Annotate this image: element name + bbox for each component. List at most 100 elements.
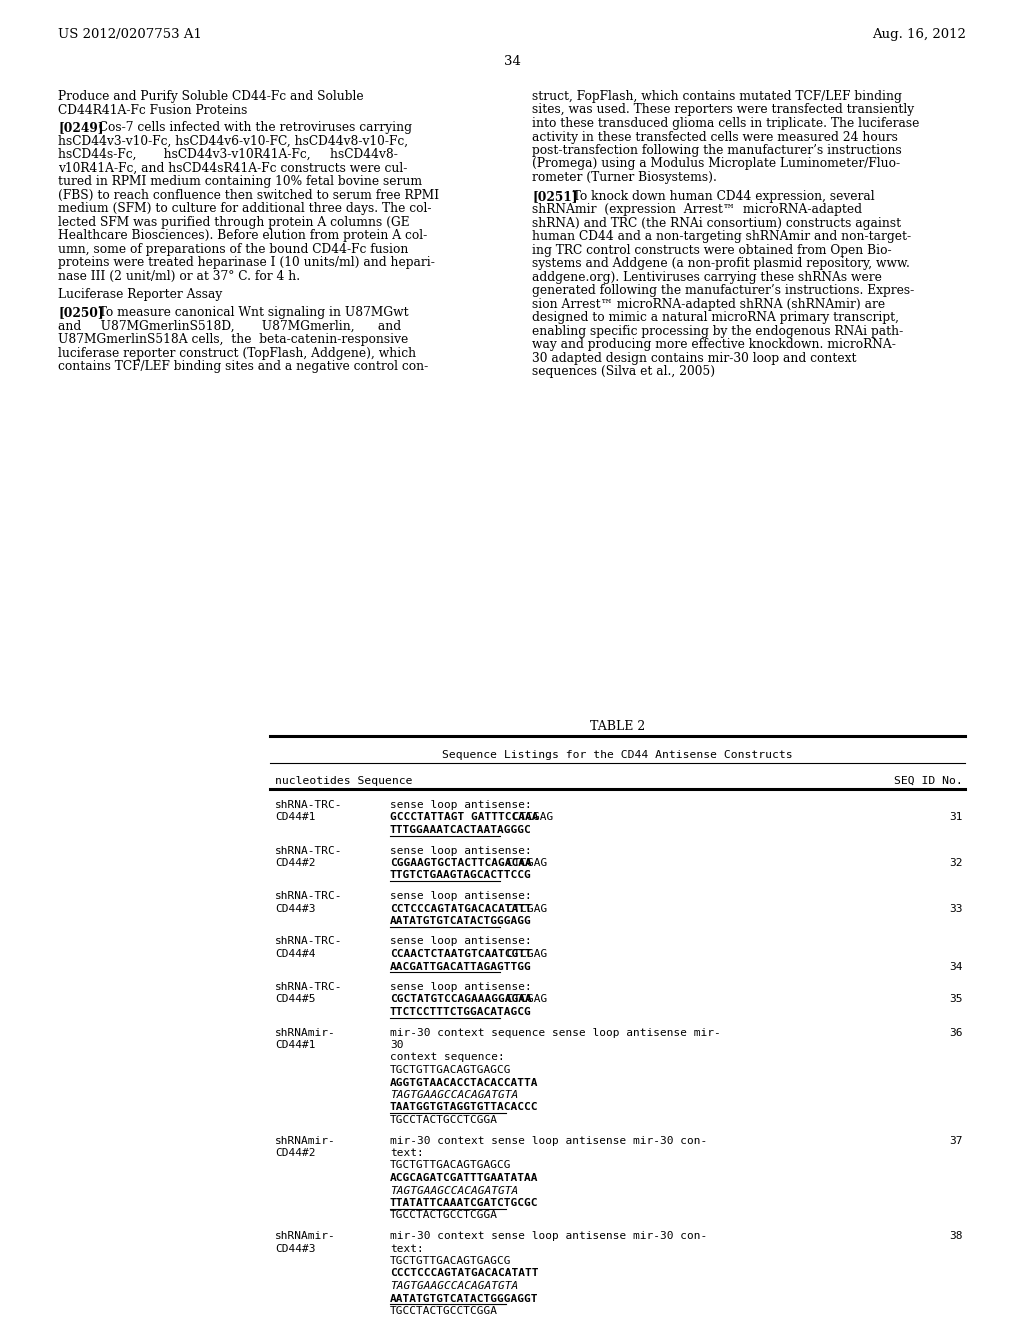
- Text: CCTCCCAGTATGACACATATT: CCTCCCAGTATGACACATATT: [390, 903, 531, 913]
- Text: Healthcare Biosciences). Before elution from protein A col-: Healthcare Biosciences). Before elution …: [58, 230, 427, 242]
- Text: contains TCF/LEF binding sites and a negative control con-: contains TCF/LEF binding sites and a neg…: [58, 360, 428, 374]
- Text: sion Arrest™ microRNA-adapted shRNA (shRNAmir) are: sion Arrest™ microRNA-adapted shRNA (shR…: [532, 298, 885, 312]
- Text: CGCTATGTCCAGAAAGGAGAA: CGCTATGTCCAGAAAGGAGAA: [390, 994, 531, 1005]
- Text: shRNA-TRC-: shRNA-TRC-: [275, 936, 342, 946]
- Text: CD44#2: CD44#2: [275, 858, 315, 869]
- Text: mir-30 context sequence sense loop antisense mir-: mir-30 context sequence sense loop antis…: [390, 1027, 721, 1038]
- Text: To measure canonical Wnt signaling in U87MGwt: To measure canonical Wnt signaling in U8…: [91, 306, 409, 319]
- Text: umn, some of preparations of the bound CD44-Fc fusion: umn, some of preparations of the bound C…: [58, 243, 409, 256]
- Text: and     U87MGmerlinS518D,       U87MGmerlin,      and: and U87MGmerlinS518D, U87MGmerlin, and: [58, 319, 401, 333]
- Text: Produce and Purify Soluble CD44-Fc and Soluble: Produce and Purify Soluble CD44-Fc and S…: [58, 90, 364, 103]
- Text: hsCD44v3-v10-Fc, hsCD44v6-v10-FC, hsCD44v8-v10-Fc,: hsCD44v3-v10-Fc, hsCD44v6-v10-FC, hsCD44…: [58, 135, 409, 148]
- Text: TGCTGTTGACAGTGAGCG: TGCTGTTGACAGTGAGCG: [390, 1065, 512, 1074]
- Text: CD44#3: CD44#3: [275, 903, 315, 913]
- Text: TGCTGTTGACAGTGAGCG: TGCTGTTGACAGTGAGCG: [390, 1257, 512, 1266]
- Text: rometer (Turner Biosystems).: rometer (Turner Biosystems).: [532, 172, 717, 183]
- Text: CCAACTCTAATGTCAATCGTT: CCAACTCTAATGTCAATCGTT: [390, 949, 531, 960]
- Text: shRNA-TRC-: shRNA-TRC-: [275, 982, 342, 993]
- Text: shRNA-TRC-: shRNA-TRC-: [275, 800, 342, 810]
- Text: Sequence Listings for the CD44 Antisense Constructs: Sequence Listings for the CD44 Antisense…: [442, 750, 793, 760]
- Text: AACGATTGACATTAGAGTTGG: AACGATTGACATTAGAGTTGG: [390, 961, 531, 972]
- Text: AATATGTGTCATACTGGGAGG: AATATGTGTCATACTGGGAGG: [390, 916, 531, 927]
- Text: way and producing more effective knockdown. microRNA-: way and producing more effective knockdo…: [532, 338, 896, 351]
- Text: CTCGAG: CTCGAG: [501, 903, 548, 913]
- Text: ACGCAGATCGATTTGAATATAA: ACGCAGATCGATTTGAATATAA: [390, 1173, 539, 1183]
- Text: TAATGGTGTAGGTGTTACACCC: TAATGGTGTAGGTGTTACACCC: [390, 1102, 539, 1113]
- Text: CD44#1: CD44#1: [275, 1040, 315, 1049]
- Text: US 2012/0207753 A1: US 2012/0207753 A1: [58, 28, 202, 41]
- Text: sense loop antisense:: sense loop antisense:: [390, 846, 531, 855]
- Text: shRNA-TRC-: shRNA-TRC-: [275, 846, 342, 855]
- Text: shRNAmir-: shRNAmir-: [275, 1232, 336, 1241]
- Text: addgene.org). Lentiviruses carrying these shRNAs were: addgene.org). Lentiviruses carrying thes…: [532, 271, 882, 284]
- Text: TAGTGAAGCCACAGATGTA: TAGTGAAGCCACAGATGTA: [390, 1280, 518, 1291]
- Text: generated following the manufacturer’s instructions. Expres-: generated following the manufacturer’s i…: [532, 284, 914, 297]
- Text: CTCGAG: CTCGAG: [501, 949, 548, 960]
- Text: sites, was used. These reporters were transfected transiently: sites, was used. These reporters were tr…: [532, 103, 914, 116]
- Text: 33: 33: [949, 903, 963, 913]
- Text: Aug. 16, 2012: Aug. 16, 2012: [872, 28, 966, 41]
- Text: shRNAmir  (expression  Arrest™  microRNA-adapted: shRNAmir (expression Arrest™ microRNA-ad…: [532, 203, 862, 216]
- Text: CTCGAG: CTCGAG: [501, 994, 548, 1005]
- Text: enabling specific processing by the endogenous RNAi path-: enabling specific processing by the endo…: [532, 325, 903, 338]
- Text: (FBS) to reach confluence then switched to serum free RPMI: (FBS) to reach confluence then switched …: [58, 189, 439, 202]
- Text: TABLE 2: TABLE 2: [590, 719, 645, 733]
- Text: CGGAAGTGCTACTTCAGACAA: CGGAAGTGCTACTTCAGACAA: [390, 858, 531, 869]
- Text: shRNA-TRC-: shRNA-TRC-: [275, 891, 342, 902]
- Text: [0251]: [0251]: [532, 190, 578, 203]
- Text: [0250]: [0250]: [58, 306, 103, 319]
- Text: 34: 34: [504, 55, 520, 69]
- Text: sequences (Silva et al., 2005): sequences (Silva et al., 2005): [532, 366, 715, 379]
- Text: TTATATTCAAATCGATCTGCGC: TTATATTCAAATCGATCTGCGC: [390, 1199, 539, 1208]
- Text: post-transfection following the manufacturer’s instructions: post-transfection following the manufact…: [532, 144, 902, 157]
- Text: 31: 31: [949, 813, 963, 822]
- Text: mir-30 context sense loop antisense mir-30 con-: mir-30 context sense loop antisense mir-…: [390, 1232, 708, 1241]
- Text: 30: 30: [390, 1040, 403, 1049]
- Text: sense loop antisense:: sense loop antisense:: [390, 936, 531, 946]
- Text: TAGTGAAGCCACAGATGTA: TAGTGAAGCCACAGATGTA: [390, 1185, 518, 1196]
- Text: into these transduced glioma cells in triplicate. The luciferase: into these transduced glioma cells in tr…: [532, 117, 920, 129]
- Text: lected SFM was purified through protein A columns (GE: lected SFM was purified through protein …: [58, 215, 410, 228]
- Text: (Promega) using a Modulus Microplate Luminometer/Fluo-: (Promega) using a Modulus Microplate Lum…: [532, 157, 900, 170]
- Text: AATATGTGTCATACTGGGAGGT: AATATGTGTCATACTGGGAGGT: [390, 1294, 539, 1304]
- Text: 34: 34: [949, 961, 963, 972]
- Text: CD44R41A-Fc Fusion Proteins: CD44R41A-Fc Fusion Proteins: [58, 103, 248, 116]
- Text: 38: 38: [949, 1232, 963, 1241]
- Text: tured in RPMI medium containing 10% fetal bovine serum: tured in RPMI medium containing 10% feta…: [58, 176, 422, 187]
- Text: CD44#1: CD44#1: [275, 813, 315, 822]
- Text: CD44#3: CD44#3: [275, 1243, 315, 1254]
- Text: 35: 35: [949, 994, 963, 1005]
- Text: TTTGGAAATCACTAATAGGGC: TTTGGAAATCACTAATAGGGC: [390, 825, 531, 836]
- Text: TGCCTACTGCCTCGGA: TGCCTACTGCCTCGGA: [390, 1115, 498, 1125]
- Text: human CD44 and a non-targeting shRNAmir and non-target-: human CD44 and a non-targeting shRNAmir …: [532, 231, 911, 243]
- Text: CTCGAG: CTCGAG: [501, 858, 548, 869]
- Text: ing TRC control constructs were obtained from Open Bio-: ing TRC control constructs were obtained…: [532, 244, 892, 257]
- Text: U87MGmerlinS518A cells,  the  beta-catenin-responsive: U87MGmerlinS518A cells, the beta-catenin…: [58, 333, 409, 346]
- Text: nase III (2 unit/ml) or at 37° C. for 4 h.: nase III (2 unit/ml) or at 37° C. for 4 …: [58, 269, 300, 282]
- Text: [0249]: [0249]: [58, 121, 103, 135]
- Text: sense loop antisense:: sense loop antisense:: [390, 982, 531, 993]
- Text: TTCTCCTTTCTGGACATAGCG: TTCTCCTTTCTGGACATAGCG: [390, 1007, 531, 1016]
- Text: 37: 37: [949, 1135, 963, 1146]
- Text: context sequence:: context sequence:: [390, 1052, 505, 1063]
- Text: CTCGAG: CTCGAG: [506, 813, 553, 822]
- Text: systems and Addgene (a non-profit plasmid repository, www.: systems and Addgene (a non-profit plasmi…: [532, 257, 910, 271]
- Text: To knock down human CD44 expression, several: To knock down human CD44 expression, sev…: [565, 190, 874, 203]
- Text: designed to mimic a natural microRNA primary transcript,: designed to mimic a natural microRNA pri…: [532, 312, 899, 325]
- Text: CD44#2: CD44#2: [275, 1148, 315, 1158]
- Text: proteins were treated heparinase I (10 units/ml) and hepari-: proteins were treated heparinase I (10 u…: [58, 256, 435, 269]
- Text: Luciferase Reporter Assay: Luciferase Reporter Assay: [58, 289, 222, 301]
- Text: shRNAmir-: shRNAmir-: [275, 1027, 336, 1038]
- Text: sense loop antisense:: sense loop antisense:: [390, 800, 531, 810]
- Text: SEQ ID No.: SEQ ID No.: [894, 776, 963, 785]
- Text: nucleotides Sequence: nucleotides Sequence: [275, 776, 413, 785]
- Text: v10R41A-Fc, and hsCD44sR41A-Fc constructs were cul-: v10R41A-Fc, and hsCD44sR41A-Fc construct…: [58, 161, 408, 174]
- Text: AGGTGTAACACCTACACCATTA: AGGTGTAACACCTACACCATTA: [390, 1077, 539, 1088]
- Text: text:: text:: [390, 1148, 424, 1158]
- Text: TGCCTACTGCCTCGGA: TGCCTACTGCCTCGGA: [390, 1305, 498, 1316]
- Text: 32: 32: [949, 858, 963, 869]
- Text: struct, FopFlash, which contains mutated TCF/LEF binding: struct, FopFlash, which contains mutated…: [532, 90, 902, 103]
- Text: Cos-7 cells infected with the retroviruses carrying: Cos-7 cells infected with the retrovirus…: [91, 121, 412, 135]
- Text: TTGTCTGAAGTAGCACTTCCG: TTGTCTGAAGTAGCACTTCCG: [390, 870, 531, 880]
- Text: 36: 36: [949, 1027, 963, 1038]
